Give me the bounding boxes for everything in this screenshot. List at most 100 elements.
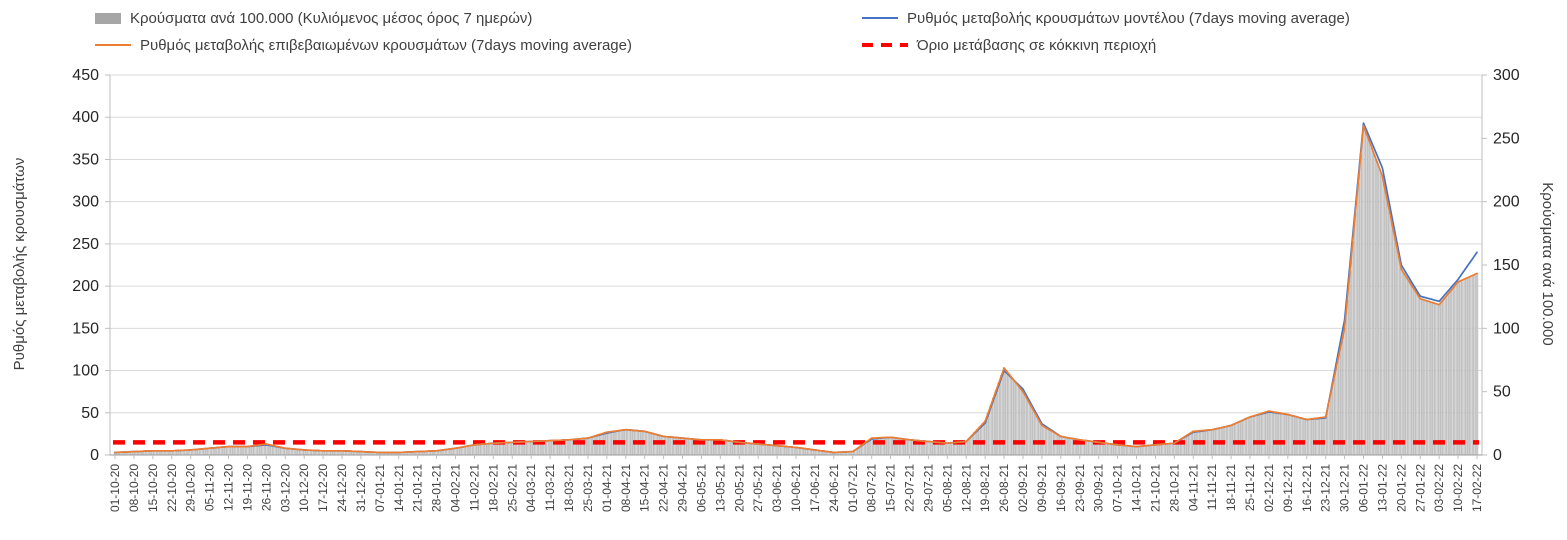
svg-text:25-02-21: 25-02-21 <box>505 464 519 512</box>
svg-text:0: 0 <box>1493 447 1502 464</box>
svg-text:27-01-22: 27-01-22 <box>1413 464 1427 512</box>
svg-text:14-10-21: 14-10-21 <box>1130 464 1144 512</box>
svg-text:30-12-21: 30-12-21 <box>1338 464 1352 512</box>
svg-text:450: 450 <box>72 67 99 84</box>
svg-text:15-04-21: 15-04-21 <box>638 464 652 512</box>
svg-text:200: 200 <box>72 278 99 295</box>
x-axis-tick-labels: 01-10-20 08-10-20 15-10-20 22-10-20 29-10-20… <box>108 464 1484 512</box>
legend-label-confirmed-rate: Ρυθμός μεταβολής επιβεβαιωμένων κρουσμάτ… <box>140 36 632 54</box>
svg-text:24-12-20: 24-12-20 <box>335 464 349 512</box>
svg-text:11-02-21: 11-02-21 <box>467 464 481 511</box>
blue-line-swatch-icon <box>862 16 898 20</box>
svg-text:02-12-21: 02-12-21 <box>1262 464 1276 512</box>
left-axis-tick-labels: 0 50 100 150 200 250 300 350 400 450 <box>72 67 99 464</box>
svg-text:01-04-21: 01-04-21 <box>600 464 614 512</box>
svg-text:05-08-21: 05-08-21 <box>940 464 954 512</box>
svg-text:27-05-21: 27-05-21 <box>751 464 765 512</box>
svg-text:20-01-22: 20-01-22 <box>1394 464 1408 512</box>
svg-text:10-02-22: 10-02-22 <box>1451 464 1465 512</box>
svg-text:20-05-21: 20-05-21 <box>732 464 746 512</box>
legend-item-cases-per-100k: Κρούσματα ανά 100.000 (Κυλιόμενος μέσος … <box>95 6 532 30</box>
svg-text:24-06-21: 24-06-21 <box>827 464 841 512</box>
svg-text:100: 100 <box>1493 320 1520 337</box>
svg-text:03-02-22: 03-02-22 <box>1432 464 1446 512</box>
svg-text:19-08-21: 19-08-21 <box>978 464 992 512</box>
svg-text:08-10-20: 08-10-20 <box>127 464 141 512</box>
svg-text:26-08-21: 26-08-21 <box>997 464 1011 512</box>
svg-text:08-07-21: 08-07-21 <box>865 464 879 512</box>
svg-text:250: 250 <box>72 236 99 253</box>
svg-text:17-12-20: 17-12-20 <box>316 464 330 512</box>
svg-text:09-12-21: 09-12-21 <box>1281 464 1295 512</box>
svg-text:04-02-21: 04-02-21 <box>449 464 463 512</box>
svg-text:10-06-21: 10-06-21 <box>789 464 803 512</box>
confirmed-line <box>114 124 1478 454</box>
svg-text:13-01-22: 13-01-22 <box>1375 464 1389 512</box>
svg-text:15-10-20: 15-10-20 <box>146 464 160 512</box>
svg-text:19-11-20: 19-11-20 <box>240 464 254 511</box>
svg-text:07-10-21: 07-10-21 <box>1111 464 1125 512</box>
svg-text:12-08-21: 12-08-21 <box>959 464 973 512</box>
svg-text:16-09-21: 16-09-21 <box>1054 464 1068 512</box>
svg-text:25-03-21: 25-03-21 <box>581 464 595 512</box>
svg-text:16-12-21: 16-12-21 <box>1300 464 1314 512</box>
legend-item-red-threshold: Όριο μετάβασης σε κόκκινη περιοχή <box>862 33 1156 57</box>
svg-text:10-12-20: 10-12-20 <box>297 464 311 512</box>
svg-text:04-11-21: 04-11-21 <box>1186 464 1200 511</box>
svg-text:300: 300 <box>72 194 99 211</box>
legend-label-red-threshold: Όριο μετάβασης σε κόκκινη περιοχή <box>917 36 1157 54</box>
bars-cases-per-100k <box>113 125 1479 456</box>
svg-text:13-05-21: 13-05-21 <box>713 464 727 512</box>
svg-text:22-10-20: 22-10-20 <box>165 464 179 512</box>
svg-text:50: 50 <box>1493 384 1511 401</box>
svg-text:26-11-20: 26-11-20 <box>259 464 273 511</box>
svg-text:21-10-21: 21-10-21 <box>1148 464 1162 512</box>
svg-text:03-06-21: 03-06-21 <box>770 464 784 512</box>
left-axis-title: Ρυθμός μεταβολής κρουσμάτων <box>11 157 28 371</box>
svg-text:07-01-21: 07-01-21 <box>373 464 387 512</box>
svg-text:17-02-22: 17-02-22 <box>1470 464 1484 512</box>
svg-text:09-09-21: 09-09-21 <box>1035 464 1049 512</box>
svg-text:150: 150 <box>72 320 99 337</box>
svg-text:22-04-21: 22-04-21 <box>657 464 671 512</box>
svg-text:04-03-21: 04-03-21 <box>524 464 538 512</box>
svg-text:22-07-21: 22-07-21 <box>903 464 917 512</box>
svg-text:28-10-21: 28-10-21 <box>1167 464 1181 512</box>
svg-text:01-07-21: 01-07-21 <box>846 464 860 512</box>
orange-line-swatch-icon <box>95 43 131 47</box>
svg-text:11-03-21: 11-03-21 <box>543 464 557 511</box>
svg-text:29-10-20: 29-10-20 <box>184 464 198 512</box>
svg-text:28-01-21: 28-01-21 <box>430 464 444 512</box>
gridlines <box>110 74 1482 414</box>
svg-text:150: 150 <box>1493 257 1520 274</box>
svg-text:12-11-20: 12-11-20 <box>222 464 236 511</box>
svg-text:18-02-21: 18-02-21 <box>486 464 500 512</box>
svg-text:01-10-20: 01-10-20 <box>108 464 122 512</box>
svg-text:15-07-21: 15-07-21 <box>884 464 898 512</box>
svg-text:03-12-20: 03-12-20 <box>278 464 292 512</box>
svg-text:08-04-21: 08-04-21 <box>619 464 633 512</box>
bar-swatch-icon <box>95 12 121 24</box>
svg-text:29-04-21: 29-04-21 <box>676 464 690 512</box>
legend-item-model-rate: Ρυθμός μεταβολής κρουσμάτων μοντέλου (7d… <box>862 6 1350 30</box>
svg-text:18-11-21: 18-11-21 <box>1224 464 1238 511</box>
svg-text:25-11-21: 25-11-21 <box>1243 464 1257 511</box>
legend-item-confirmed-rate: Ρυθμός μεταβολής επιβεβαιωμένων κρουσμάτ… <box>95 33 632 57</box>
svg-text:02-09-21: 02-09-21 <box>1016 464 1030 512</box>
svg-text:100: 100 <box>72 363 99 380</box>
svg-text:05-11-20: 05-11-20 <box>203 464 217 511</box>
svg-text:14-01-21: 14-01-21 <box>392 464 406 512</box>
legend-label-cases-per-100k: Κρούσματα ανά 100.000 (Κυλιόμενος μέσος … <box>130 9 533 27</box>
legend-label-model-rate: Ρυθμός μεταβολής κρουσμάτων μοντέλου (7d… <box>907 9 1350 27</box>
red-dashed-swatch-icon <box>862 42 908 48</box>
svg-text:11-11-21: 11-11-21 <box>1205 464 1219 511</box>
svg-text:300: 300 <box>1493 67 1520 84</box>
svg-text:17-06-21: 17-06-21 <box>808 464 822 512</box>
svg-text:30-09-21: 30-09-21 <box>1092 464 1106 512</box>
svg-text:200: 200 <box>1493 194 1520 211</box>
svg-text:29-07-21: 29-07-21 <box>921 464 935 512</box>
svg-text:23-12-21: 23-12-21 <box>1319 464 1333 512</box>
svg-text:31-12-20: 31-12-20 <box>354 464 368 512</box>
